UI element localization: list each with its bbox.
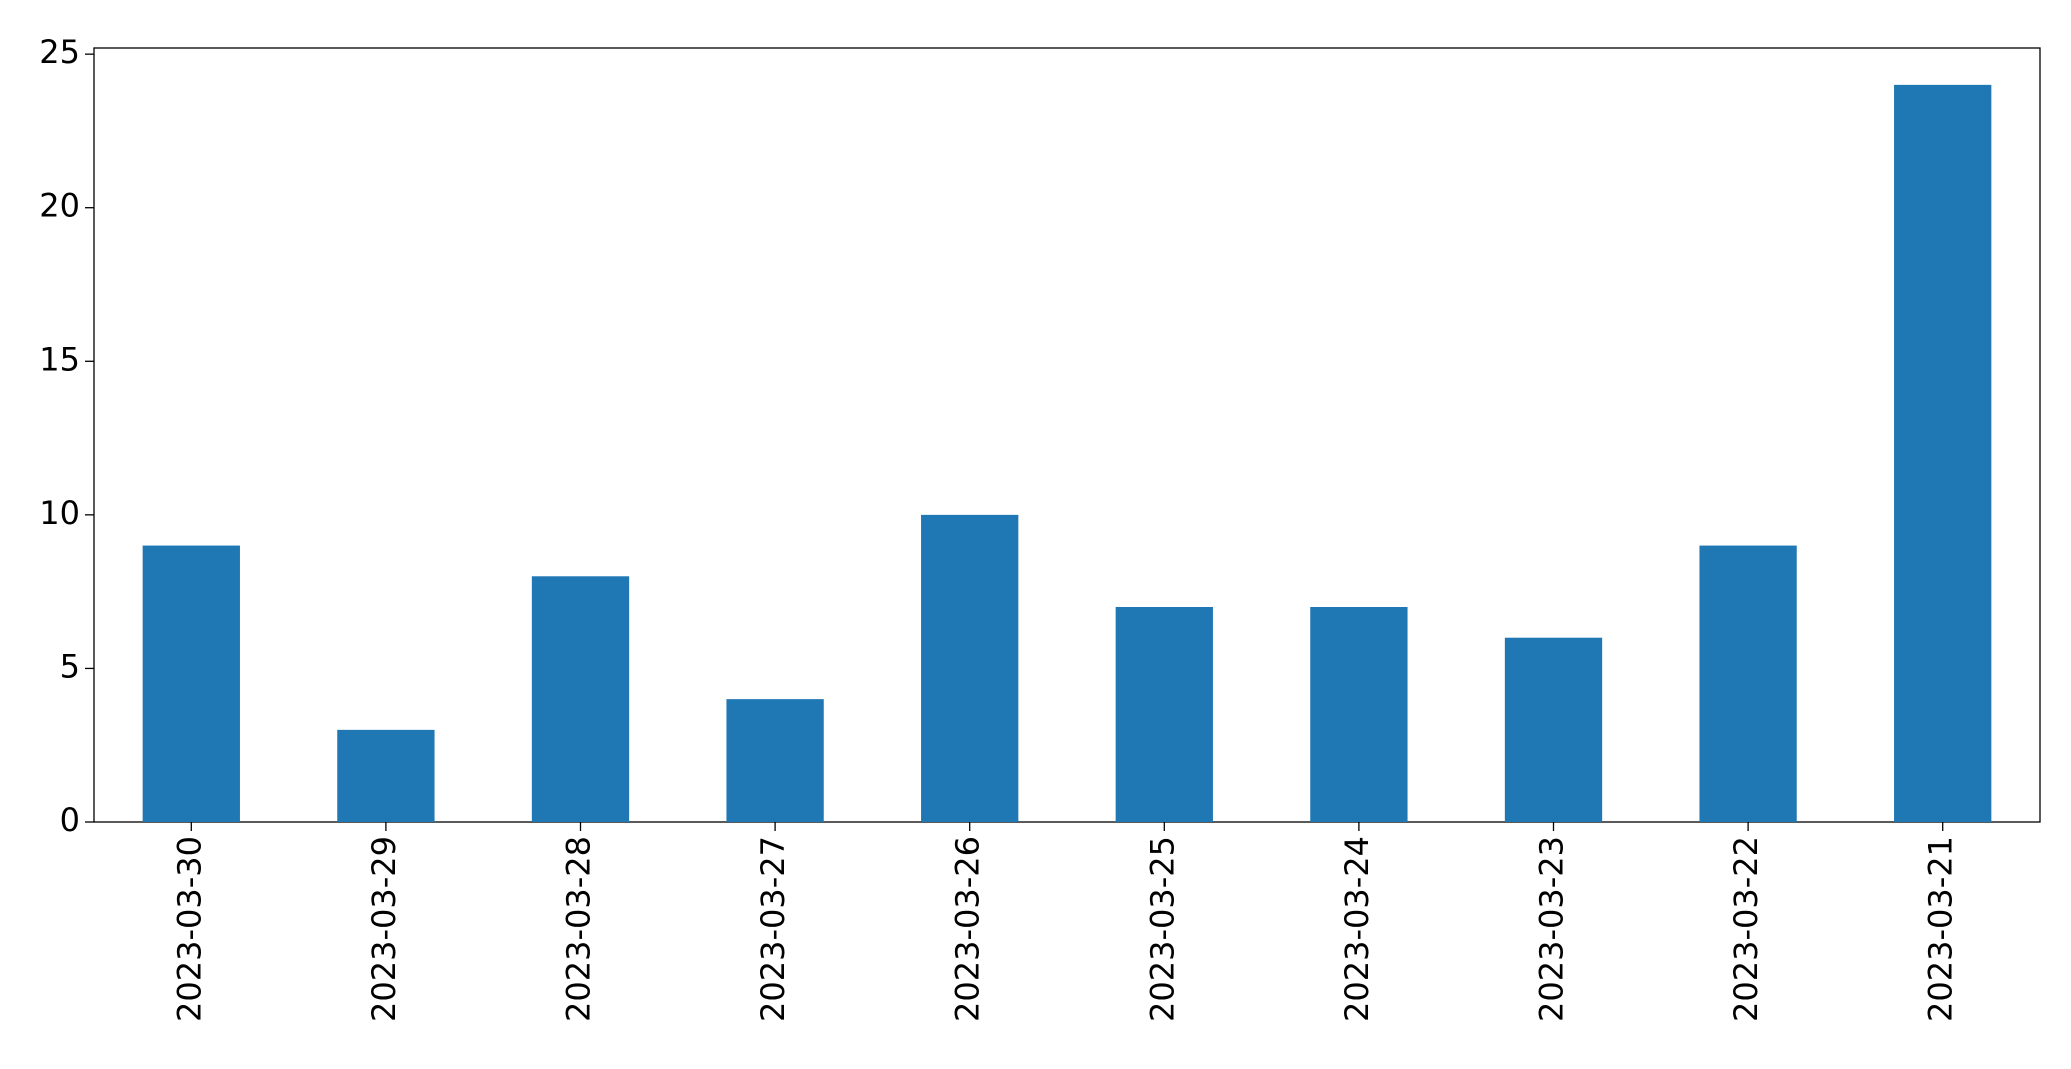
bar (142, 545, 240, 822)
bar (337, 729, 435, 822)
x-tick-label: 2023-03-24 (1338, 836, 1376, 1022)
y-tick-label: 15 (39, 340, 80, 378)
x-tick-label: 2023-03-29 (365, 836, 403, 1022)
x-tick-label: 2023-03-26 (949, 836, 987, 1022)
x-tick-label: 2023-03-30 (170, 836, 208, 1022)
y-tick-label: 5 (60, 647, 80, 685)
y-tick-label: 20 (39, 187, 80, 225)
x-tick-label: 2023-03-22 (1727, 836, 1765, 1022)
bar (1894, 84, 1992, 823)
bar (1115, 607, 1213, 822)
bar (921, 514, 1019, 822)
x-tick-label: 2023-03-21 (1922, 836, 1960, 1022)
x-tick-label: 2023-03-25 (1143, 836, 1181, 1022)
bar (1310, 607, 1408, 822)
y-tick-label: 10 (39, 494, 80, 532)
y-tick-label: 0 (60, 801, 80, 839)
bar (726, 699, 824, 822)
y-tick-label: 25 (39, 33, 80, 71)
axes-frame (93, 47, 2041, 823)
bar (531, 576, 630, 822)
x-tick-label: 2023-03-23 (1533, 836, 1571, 1022)
bar (1699, 545, 1797, 822)
x-tick-label: 2023-03-28 (560, 836, 598, 1022)
x-tick-label: 2023-03-27 (754, 836, 792, 1022)
bar (1504, 637, 1603, 822)
